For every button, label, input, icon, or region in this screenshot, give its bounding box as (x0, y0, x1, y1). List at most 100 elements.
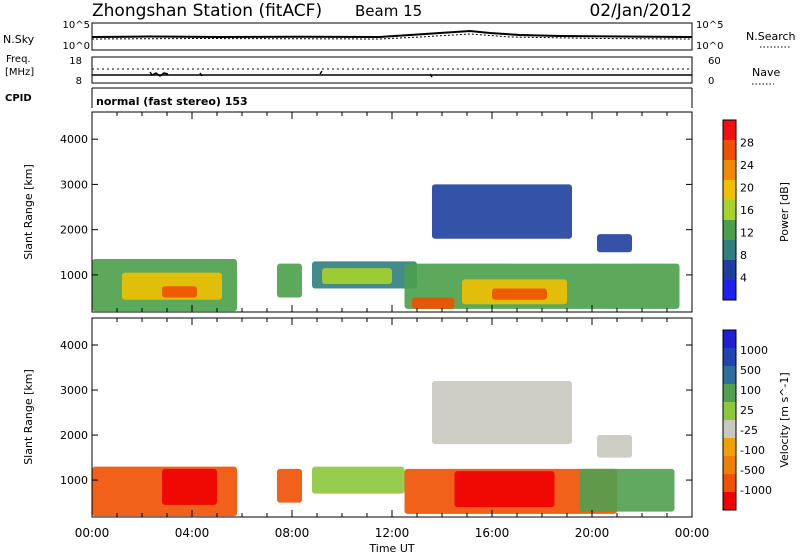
time-tick-label-2: 08:00 (275, 526, 310, 540)
power-panel: 1000 2000 3000 4000 Slant Range [km] (22, 111, 693, 313)
power-ytick-label-1: 2000 (60, 224, 88, 237)
cpid-panel: CPID normal (fast stereo) 153 (5, 87, 693, 108)
velocity-region-5 (454, 471, 555, 508)
station-title: Zhongshan Station (fitACF) (92, 1, 322, 21)
power-colorbar-swatch-4 (723, 200, 736, 221)
power-region-5 (322, 268, 392, 284)
nsearch-label: N.Search (746, 30, 796, 43)
time-tick-label-0: 00:00 (75, 526, 110, 540)
power-x-axis (91, 112, 693, 312)
nsearch-tick-top: 10^5 (696, 20, 723, 31)
power-colorbar-tick-2: 12 (740, 227, 754, 240)
velocity-colorbar-label: Velocity [m s^-1] (778, 372, 791, 467)
velocity-colorbar-swatch-1 (723, 348, 736, 367)
nave-tick-bottom: 0 (708, 76, 714, 87)
power-region-9 (492, 288, 547, 300)
velocity-colorbar-tick-0: 1000 (740, 344, 768, 357)
freq-tick-top: 18 (69, 56, 82, 67)
nsky-label: N.Sky (3, 33, 35, 46)
nsky-tick-top: 10^5 (63, 20, 90, 31)
velocity-ytick-label-1: 2000 (60, 429, 88, 442)
power-ylabel: Slant Range [km] (22, 164, 35, 260)
velocity-ytick-label-0: 1000 (60, 474, 88, 487)
freq-panel: Freq. [MHz] 18 8 60 0 Nave (5, 54, 780, 87)
velocity-colorbar-swatch-4 (723, 402, 736, 421)
freq-tick-bottom: 8 (76, 76, 82, 87)
nave-tick-top: 60 (708, 56, 721, 67)
velocity-colorbar-swatch-6 (723, 438, 736, 457)
power-colorbar-swatch-8 (723, 280, 736, 301)
velocity-colorbar-tick-2: 100 (740, 384, 761, 397)
velocity-colorbar-swatch-3 (723, 384, 736, 403)
velocity-region-8 (597, 435, 632, 458)
time-tick-label-6: 00:00 (675, 526, 710, 540)
freq-label-2: [MHz] (5, 67, 34, 78)
power-colorbar: 4 8 12 16 20 24 28 (722, 119, 754, 301)
nsky-panel: N.Sky 10^5 10^0 10^5 10^0 N.Search (3, 20, 796, 52)
power-colorbar-tick-6: 28 (740, 137, 754, 150)
time-axis-title: Time UT (368, 542, 414, 554)
power-colorbar-swatch-0 (723, 120, 736, 141)
velocity-colorbar-tick-7: -1000 (740, 484, 772, 497)
nsearch-tick-bottom: 10^0 (696, 41, 723, 52)
velocity-colorbar-swatch-9 (723, 492, 736, 511)
velocity-region-6 (579, 468, 675, 512)
time-axis-labels: 00:00 04:00 08:00 12:00 16:00 20:00 00:00 (75, 526, 710, 540)
power-colorbar-swatch-1 (723, 140, 736, 161)
cpid-label: CPID (5, 93, 32, 104)
power-ytick-label-3: 4000 (60, 133, 88, 146)
velocity-panel: 1000 2000 3000 4000 Slant Range [km] (22, 317, 693, 518)
power-region-10 (432, 184, 572, 239)
power-colorbar-swatch-5 (723, 220, 736, 241)
nsky-tick-bottom: 10^0 (63, 41, 90, 52)
freq-label-1: Freq. (6, 54, 31, 65)
velocity-colorbar-swatch-0 (723, 330, 736, 349)
velocity-region-7 (432, 381, 572, 445)
velocity-region-2 (277, 468, 302, 503)
time-tick-label-3: 12:00 (375, 526, 410, 540)
velocity-ylabel: Slant Range [km] (22, 369, 35, 465)
power-ytick-label-0: 1000 (60, 269, 88, 282)
velocity-data-layer (92, 381, 675, 517)
time-tick-label-4: 16:00 (475, 526, 510, 540)
nave-label: Nave (752, 66, 780, 79)
cpid-value: normal (fast stereo) 153 (96, 95, 248, 108)
power-colorbar-tick-0: 4 (740, 272, 747, 285)
velocity-y-axis: 1000 2000 3000 4000 (60, 339, 692, 487)
power-colorbar-swatch-2 (723, 160, 736, 181)
power-region-11 (597, 234, 632, 253)
date-label: 02/Jan/2012 (589, 1, 692, 21)
power-region-2 (162, 286, 197, 298)
velocity-ytick-label-3: 4000 (60, 339, 88, 352)
power-data-layer (92, 184, 680, 312)
time-tick-label-5: 20:00 (575, 526, 610, 540)
power-colorbar-swatch-6 (723, 240, 736, 261)
velocity-ytick-label-2: 3000 (60, 384, 88, 397)
velocity-colorbar-swatch-7 (723, 456, 736, 475)
power-colorbar-tick-5: 24 (740, 159, 754, 172)
power-y-axis: 1000 2000 3000 4000 (60, 133, 692, 282)
velocity-colorbar-tick-4: -25 (740, 424, 758, 437)
velocity-region-1 (162, 468, 217, 505)
power-region-3 (277, 263, 302, 298)
velocity-region-3 (312, 466, 405, 494)
velocity-colorbar-tick-5: -100 (740, 444, 765, 457)
time-tick-label-1: 04:00 (175, 526, 210, 540)
power-colorbar-tick-4: 20 (740, 182, 754, 195)
beam-label: Beam 15 (355, 2, 422, 20)
power-colorbar-label: Power [dB] (778, 182, 791, 242)
velocity-colorbar-tick-1: 500 (740, 364, 761, 377)
power-colorbar-tick-1: 8 (740, 249, 747, 262)
power-colorbar-swatch-3 (723, 180, 736, 201)
velocity-colorbar-tick-6: -500 (740, 464, 765, 477)
power-colorbar-swatch-7 (723, 260, 736, 281)
power-colorbar-tick-3: 16 (740, 204, 754, 217)
velocity-colorbar-tick-3: 25 (740, 404, 754, 417)
velocity-colorbar: 1000 500 100 25 -25 -100 -500 -1000 (722, 329, 772, 511)
velocity-colorbar-swatch-5 (723, 420, 736, 439)
power-ytick-label-2: 3000 (60, 178, 88, 191)
velocity-colorbar-swatch-8 (723, 474, 736, 493)
nsky-trace (91, 29, 693, 39)
power-region-7 (412, 297, 455, 309)
